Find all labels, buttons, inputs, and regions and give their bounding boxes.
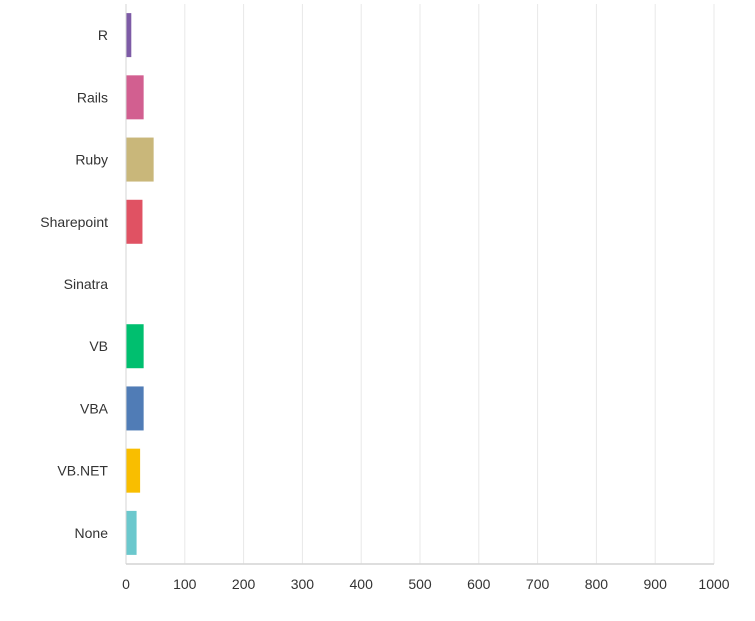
category-label: Sharepoint	[40, 214, 108, 230]
x-tick-label: 300	[291, 576, 315, 592]
axes	[125, 4, 714, 565]
x-tick-label: 200	[232, 576, 256, 592]
x-tick-label: 500	[408, 576, 432, 592]
bar	[126, 510, 137, 555]
category-label: Ruby	[75, 152, 108, 168]
bar	[126, 448, 141, 493]
category-label: Sinatra	[64, 276, 109, 292]
category-label: None	[75, 525, 109, 541]
category-label: VB.NET	[57, 463, 108, 479]
bars	[126, 13, 154, 555]
bar	[126, 13, 132, 58]
bar	[126, 324, 144, 369]
x-tick-label: 400	[350, 576, 374, 592]
category-label: R	[98, 27, 108, 43]
category-label: Rails	[77, 89, 108, 105]
x-tick-label: 0	[122, 576, 130, 592]
tick-labels: 0 100 200 300 400 500 600 700 800 900 1000	[122, 576, 730, 592]
category-label: VBA	[80, 400, 109, 416]
bar	[126, 386, 144, 431]
bar	[126, 137, 154, 182]
x-tick-label: 600	[467, 576, 491, 592]
x-tick-label: 1000	[698, 576, 729, 592]
bar	[126, 199, 143, 244]
bar	[126, 75, 144, 120]
gridlines	[184, 4, 715, 564]
x-tick-label: 100	[173, 576, 197, 592]
x-tick-label: 800	[585, 576, 609, 592]
x-tick-label: 700	[526, 576, 550, 592]
category-label: VB	[89, 338, 108, 354]
x-tick-label: 900	[644, 576, 668, 592]
category-labels: R Rails Ruby Sharepoint Sinatra VB VBA VB.NET No…	[40, 27, 108, 541]
